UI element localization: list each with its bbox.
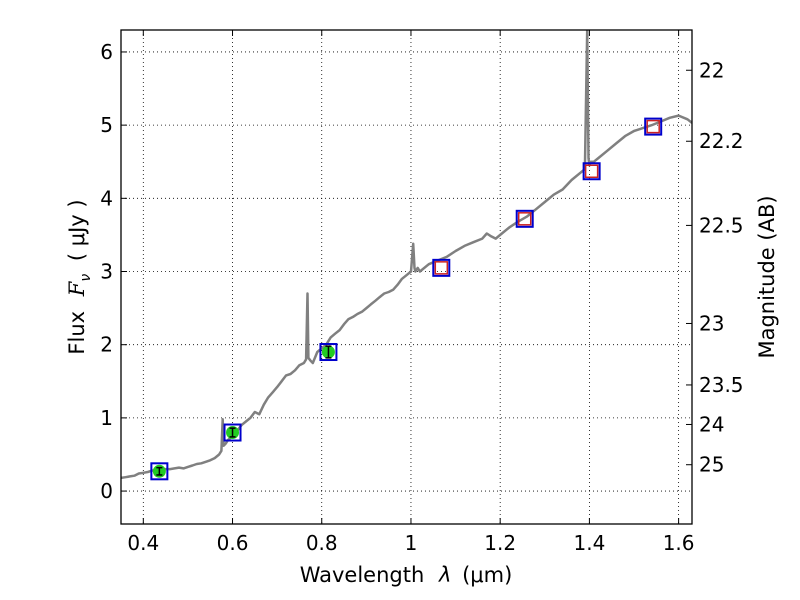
synthetic-box — [319, 343, 338, 362]
x-tick-label: 1 — [405, 531, 418, 555]
model-marker — [517, 212, 532, 226]
synthetic-box — [515, 209, 534, 228]
x-tick-label: 1.6 — [663, 531, 695, 555]
synthetic-box — [432, 258, 451, 277]
plot-frame — [120, 29, 693, 525]
model-marker — [434, 261, 449, 275]
x-tick-label: 0.6 — [217, 531, 249, 555]
y-tick-label: 4 — [100, 186, 113, 210]
model-point — [644, 117, 663, 136]
photometry-points — [150, 117, 663, 481]
y-tick-label: 2 — [100, 333, 113, 357]
model-marker — [646, 119, 660, 134]
right-tick-label: 23 — [699, 311, 724, 335]
model-marker — [584, 164, 599, 178]
synthetic-box — [582, 162, 601, 181]
y-tick-label: 5 — [100, 113, 113, 137]
right-tick-label: 22.2 — [699, 129, 744, 153]
x-axis-label: Wavelength λ (μm) — [300, 563, 513, 587]
x-tick-label: 0.4 — [127, 531, 159, 555]
right-axis-label: Magnitude (AB) — [755, 195, 779, 358]
x-tick-label: 1.4 — [573, 531, 605, 555]
observed-point — [319, 343, 338, 362]
y-tick-label: 1 — [100, 406, 113, 430]
right-tick-label: 22 — [699, 58, 724, 82]
observed-point — [150, 462, 169, 481]
right-tick-label: 24 — [699, 412, 724, 436]
spectrum-line — [121, 30, 692, 480]
y-tick-label: 0 — [100, 479, 113, 503]
y-axis-label: Flux Fν ( μJy ) — [65, 199, 95, 354]
plot-area — [121, 30, 692, 481]
synthetic-box — [150, 462, 169, 481]
grid-lines — [121, 30, 692, 524]
synthetic-box — [644, 117, 663, 136]
x-tick-label: 1.2 — [484, 531, 516, 555]
right-tick-label: 25 — [699, 453, 724, 477]
observed-point — [223, 423, 242, 442]
model-point — [515, 209, 534, 228]
axis-ticks: 0.4 0.6 0.8 1 1.2 1.4 1.601234562222.222.52323… — [100, 30, 744, 555]
y-tick-label: 3 — [100, 260, 113, 284]
x-tick-label: 0.8 — [306, 531, 338, 555]
synthetic-box — [223, 423, 242, 442]
y-tick-label: 6 — [100, 40, 113, 64]
right-tick-label: 22.5 — [699, 213, 744, 237]
model-point — [582, 162, 601, 181]
model-point — [432, 258, 451, 277]
right-tick-label: 23.5 — [699, 373, 744, 397]
